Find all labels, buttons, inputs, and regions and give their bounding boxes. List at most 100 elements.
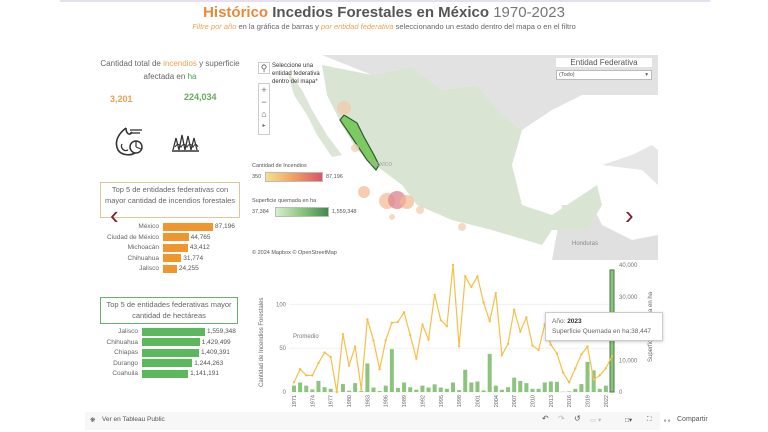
bar-row[interactable]: Coahuila [95, 369, 141, 378]
state-bubble[interactable] [358, 186, 370, 198]
line-point[interactable] [464, 275, 467, 278]
bar[interactable] [451, 382, 455, 392]
state-bubble[interactable] [337, 101, 351, 115]
bar[interactable] [340, 384, 345, 392]
line-point[interactable] [567, 381, 571, 384]
line-point[interactable] [433, 293, 436, 296]
line-point[interactable] [366, 318, 369, 321]
line-point[interactable] [574, 367, 577, 370]
prev-arrow-icon[interactable]: ‹ [110, 200, 119, 230]
bar[interactable] [347, 390, 352, 392]
redo-icon[interactable]: ↷ [558, 414, 565, 423]
bar[interactable] [371, 387, 376, 392]
bar[interactable] [603, 385, 608, 392]
bar[interactable] [353, 383, 358, 392]
bar[interactable] [310, 389, 315, 392]
bar[interactable] [530, 388, 535, 392]
bar[interactable] [518, 380, 523, 392]
bar[interactable] [163, 254, 182, 262]
fullscreen-icon[interactable]: ⛶ [647, 416, 652, 423]
bar[interactable] [585, 361, 590, 392]
map-zoom-controls[interactable]: + − ⌂ ▸ [258, 83, 270, 135]
view-tableau-public-link[interactable]: Ver en Tableau Public [102, 416, 165, 423]
bar[interactable] [383, 385, 388, 392]
line-point[interactable] [537, 348, 540, 352]
line-point[interactable] [329, 355, 332, 359]
line-point[interactable] [390, 321, 394, 325]
bar[interactable] [481, 390, 486, 392]
line-point[interactable] [408, 333, 412, 337]
share-button[interactable]: Compartir [677, 416, 708, 423]
bar[interactable] [475, 381, 480, 392]
bar[interactable] [142, 359, 193, 367]
bar[interactable] [499, 389, 504, 392]
bar[interactable] [365, 363, 370, 392]
line-point[interactable] [506, 342, 510, 346]
bar[interactable] [163, 243, 188, 252]
zoom-out-button[interactable]: − [261, 97, 267, 107]
line-point[interactable] [347, 364, 351, 367]
line-point[interactable] [341, 332, 345, 336]
bar[interactable] [469, 382, 474, 392]
bar[interactable] [536, 388, 541, 392]
line-point[interactable] [335, 390, 339, 394]
bar[interactable] [316, 380, 321, 392]
bar-row[interactable]: Jalisco [95, 327, 141, 336]
bar[interactable] [328, 388, 333, 392]
bar[interactable] [377, 391, 382, 392]
line-point[interactable] [421, 323, 424, 326]
bar[interactable] [457, 390, 462, 392]
line-point[interactable] [305, 374, 308, 377]
bar-row[interactable]: Chihuahua [95, 338, 141, 347]
bar-row[interactable]: Chiapas [95, 348, 141, 357]
line-point[interactable] [500, 354, 504, 357]
line-point[interactable] [396, 320, 400, 324]
bar[interactable] [438, 387, 443, 392]
bar-row[interactable]: Ciudad de México [95, 233, 162, 242]
line-point[interactable] [561, 371, 565, 374]
bar[interactable] [322, 387, 327, 392]
line-point[interactable] [360, 388, 363, 391]
zoom-in-button[interactable]: + [261, 85, 267, 95]
bar-row[interactable]: Durango [95, 359, 141, 368]
line-point[interactable] [439, 318, 442, 322]
bar[interactable] [414, 389, 419, 392]
line-point[interactable] [555, 352, 559, 355]
bar[interactable] [567, 391, 572, 392]
line-point[interactable] [427, 338, 430, 341]
bar[interactable] [395, 387, 400, 392]
bar-row[interactable]: México [95, 222, 162, 231]
line-point[interactable] [586, 345, 589, 348]
bar[interactable] [597, 388, 602, 392]
line-point[interactable] [323, 351, 326, 354]
line-point[interactable] [549, 343, 553, 346]
bar[interactable] [402, 382, 407, 392]
line-point[interactable] [598, 374, 601, 377]
bar[interactable] [432, 384, 437, 392]
bar[interactable] [389, 349, 394, 392]
state-bubble[interactable] [458, 223, 466, 231]
state-bubble[interactable] [416, 206, 424, 214]
bar[interactable] [142, 369, 189, 378]
device-layout-icon[interactable]: □▾ [625, 417, 633, 424]
bar[interactable] [506, 387, 511, 392]
bar[interactable] [292, 385, 296, 392]
line-point[interactable] [512, 308, 516, 311]
state-bubble[interactable] [400, 195, 414, 209]
bar[interactable] [487, 353, 492, 392]
bar[interactable] [359, 391, 364, 392]
bar[interactable] [142, 327, 205, 336]
mexico-land[interactable] [322, 65, 602, 245]
line-point[interactable] [580, 353, 583, 356]
line-point[interactable] [470, 285, 473, 289]
state-bubble[interactable] [389, 214, 395, 220]
line-point[interactable] [610, 354, 614, 358]
bar[interactable] [420, 385, 425, 392]
bar[interactable] [524, 383, 529, 392]
bar[interactable] [163, 222, 213, 231]
bar[interactable] [426, 387, 431, 392]
bar[interactable] [304, 385, 309, 392]
line-point[interactable] [592, 378, 595, 381]
line-point[interactable] [353, 345, 357, 348]
next-arrow-icon[interactable]: › [625, 200, 634, 230]
